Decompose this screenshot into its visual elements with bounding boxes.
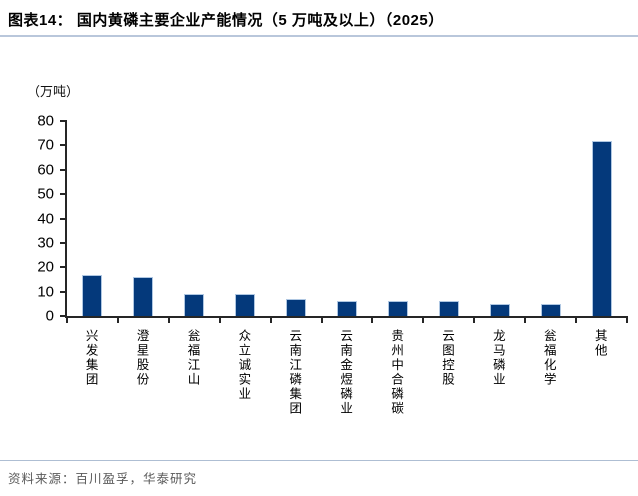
y-tick-mark (60, 120, 67, 122)
x-tick-label: 兴发集团 (83, 329, 98, 387)
y-axis-ticks: 0 10 20 30 40 50 60 70 80 (37, 114, 627, 324)
bar-slot (220, 121, 271, 316)
y-tick-label: 80 (37, 112, 54, 130)
bar (336, 301, 357, 316)
x-label-slot: 龙马磷业 (472, 329, 523, 416)
bar (591, 140, 612, 316)
bar-slot (271, 121, 322, 316)
bar (387, 301, 408, 316)
x-label-slot: 云南江磷集团 (269, 329, 320, 416)
x-tick-mark (66, 316, 68, 323)
bar (286, 298, 307, 316)
y-tick-mark (60, 315, 67, 317)
x-tick-mark (626, 316, 628, 323)
x-tick-label: 龙马磷业 (490, 329, 505, 387)
bar-slot (525, 121, 576, 316)
bar-slot (576, 121, 627, 316)
x-label-slot: 众立诚实业 (218, 329, 269, 416)
x-tick-label: 澄星股份 (134, 329, 149, 387)
x-tick-mark (116, 316, 119, 323)
bar (489, 303, 510, 316)
y-tick-mark (60, 241, 67, 244)
x-tick-label: 云图控股 (439, 329, 454, 387)
x-tick-mark (167, 316, 170, 323)
figure-footer: 资料来源：百川盈孚，华泰研究 (0, 460, 638, 496)
x-tick-label: 众立诚实业 (236, 329, 251, 402)
x-label-slot: 瓮福化学 (523, 329, 574, 416)
y-tick-label: 20 (37, 258, 54, 276)
bar-slot (67, 121, 118, 316)
x-axis-labels: 兴发集团 澄星股份 瓮福江山 众立诚实业 云南江磷集团 云南金煜磷业 贵州中合磷碳 云图控股 龙… (65, 329, 625, 416)
x-tick-label: 云南金煜磷业 (338, 329, 353, 416)
y-tick-label: 30 (37, 234, 54, 252)
x-label-slot: 其他 (574, 329, 625, 416)
source-divider (0, 460, 638, 461)
y-tick-label: 60 (37, 161, 54, 179)
bar-chart: 0 10 20 30 40 50 60 70 80 兴发集团 澄星股份 瓮福江山 众立诚实业 云南江磷集… (0, 114, 638, 416)
y-tick-mark (60, 168, 67, 171)
y-axis-unit-label: （万吨） (27, 84, 80, 99)
y-tick-mark (60, 193, 67, 196)
y-tick-mark (60, 266, 67, 269)
bar (82, 274, 103, 316)
x-label-slot: 澄星股份 (116, 329, 167, 416)
x-tick-mark (575, 316, 578, 323)
x-tick-mark (218, 316, 221, 323)
x-tick-label: 瓮福化学 (541, 329, 556, 387)
x-label-slot: 兴发集团 (65, 329, 116, 416)
x-tick-mark (524, 316, 527, 323)
bar (184, 294, 205, 316)
x-label-slot: 云图控股 (421, 329, 472, 416)
bar-slot (118, 121, 169, 316)
source-text: 资料来源：百川盈孚，华泰研究 (8, 472, 198, 486)
x-tick-mark (473, 316, 476, 323)
plot-area: 0 10 20 30 40 50 60 70 80 (37, 114, 628, 324)
x-label-slot: 瓮福江山 (167, 329, 218, 416)
bar (540, 303, 561, 316)
x-tick-mark (269, 316, 272, 323)
y-tick-label: 40 (37, 210, 54, 227)
x-tick-label: 瓮福江山 (185, 329, 200, 387)
bar (438, 301, 459, 316)
figure-title: 图表14： 国内黄磷主要企业产能情况（5 万吨及以上）（2025） (8, 12, 444, 29)
bar-slot (372, 121, 423, 316)
x-tick-label: 其他 (592, 329, 607, 358)
x-label-slot: 贵州中合磷碳 (370, 329, 421, 416)
bars-row (67, 121, 627, 316)
y-tick-label: 70 (37, 136, 54, 154)
x-tick-label: 贵州中合磷碳 (389, 329, 404, 416)
bar-slot (474, 121, 525, 316)
y-tick-label: 50 (37, 185, 54, 203)
x-tick-mark (422, 316, 425, 323)
x-tick-mark (371, 316, 374, 323)
bar (235, 294, 256, 316)
bar-slot (322, 121, 373, 316)
bar-slot (423, 121, 474, 316)
x-tick-mark (320, 316, 323, 323)
x-tick-label: 云南江磷集团 (287, 329, 302, 416)
title-divider (0, 35, 638, 37)
bar (133, 277, 154, 316)
bar-slot (169, 121, 220, 316)
y-tick-label: 10 (37, 283, 54, 301)
y-tick-mark (60, 290, 67, 293)
y-tick-mark (60, 144, 67, 147)
y-tick-mark (60, 217, 67, 220)
x-label-slot: 云南金煜磷业 (320, 329, 371, 416)
y-tick-label: 0 (45, 307, 54, 325)
